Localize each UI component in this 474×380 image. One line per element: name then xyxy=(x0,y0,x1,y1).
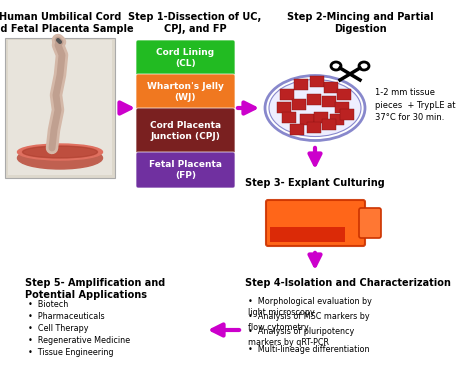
Text: •  Morphological evaluation by
light microscopy: • Morphological evaluation by light micr… xyxy=(248,297,372,317)
FancyBboxPatch shape xyxy=(300,114,314,125)
FancyBboxPatch shape xyxy=(5,38,115,178)
Text: Step 5- Amplification and
Potential Applications: Step 5- Amplification and Potential Appl… xyxy=(25,278,165,299)
FancyBboxPatch shape xyxy=(136,40,235,76)
FancyBboxPatch shape xyxy=(280,89,294,100)
FancyBboxPatch shape xyxy=(307,94,321,105)
Text: •  Analysis of MSC markers by
flow cytometry: • Analysis of MSC markers by flow cytome… xyxy=(248,312,370,332)
FancyBboxPatch shape xyxy=(270,227,345,242)
FancyBboxPatch shape xyxy=(324,82,338,93)
Text: Human Umbilical Cord
and Fetal Placenta Sample: Human Umbilical Cord and Fetal Placenta … xyxy=(0,12,133,33)
FancyBboxPatch shape xyxy=(290,124,304,135)
Ellipse shape xyxy=(22,146,98,158)
FancyBboxPatch shape xyxy=(337,89,351,100)
FancyBboxPatch shape xyxy=(136,74,235,110)
Text: Step 3- Explant Culturing: Step 3- Explant Culturing xyxy=(245,178,385,188)
FancyBboxPatch shape xyxy=(340,109,354,120)
Ellipse shape xyxy=(18,147,102,169)
Text: Wharton's Jelly
(WJ): Wharton's Jelly (WJ) xyxy=(147,82,224,102)
FancyBboxPatch shape xyxy=(359,208,381,238)
FancyBboxPatch shape xyxy=(136,108,235,154)
FancyBboxPatch shape xyxy=(322,119,336,130)
FancyBboxPatch shape xyxy=(136,152,235,188)
FancyBboxPatch shape xyxy=(330,114,344,125)
Ellipse shape xyxy=(269,79,361,136)
Text: Cord Placenta
Junction (CPJ): Cord Placenta Junction (CPJ) xyxy=(150,121,221,141)
FancyBboxPatch shape xyxy=(292,99,306,110)
FancyBboxPatch shape xyxy=(335,102,349,113)
FancyBboxPatch shape xyxy=(322,96,336,107)
Text: •  Biotech: • Biotech xyxy=(28,300,68,309)
Ellipse shape xyxy=(265,76,365,141)
Text: Step 4-Isolation and Characterization: Step 4-Isolation and Characterization xyxy=(245,278,451,288)
Text: •  Cell Therapy: • Cell Therapy xyxy=(28,324,89,333)
FancyBboxPatch shape xyxy=(307,122,321,133)
Text: •  Pharmaceuticals: • Pharmaceuticals xyxy=(28,312,105,321)
Text: Step 1-Dissection of UC,
CPJ, and FP: Step 1-Dissection of UC, CPJ, and FP xyxy=(128,12,262,33)
Text: Cord Lining
(CL): Cord Lining (CL) xyxy=(156,48,215,68)
Ellipse shape xyxy=(18,144,102,160)
Text: 1-2 mm tissue
pieces  + TrypLE at
37°C for 30 min.: 1-2 mm tissue pieces + TrypLE at 37°C fo… xyxy=(375,88,456,122)
FancyBboxPatch shape xyxy=(282,112,296,123)
Text: •  Multi-lineage differentiation: • Multi-lineage differentiation xyxy=(248,345,370,354)
Text: •  Analysis of pluripotency
markers by qRT-PCR: • Analysis of pluripotency markers by qR… xyxy=(248,327,354,347)
Text: •  Regenerative Medicine: • Regenerative Medicine xyxy=(28,336,130,345)
FancyBboxPatch shape xyxy=(314,112,328,123)
FancyBboxPatch shape xyxy=(8,40,112,175)
FancyBboxPatch shape xyxy=(310,76,324,87)
Text: •  Tissue Engineering: • Tissue Engineering xyxy=(28,348,113,357)
Text: Fetal Placenta
(FP): Fetal Placenta (FP) xyxy=(149,160,222,180)
FancyBboxPatch shape xyxy=(294,79,308,90)
Text: Step 2-Mincing and Partial
Digestion: Step 2-Mincing and Partial Digestion xyxy=(287,12,433,33)
FancyBboxPatch shape xyxy=(266,200,365,246)
FancyBboxPatch shape xyxy=(277,102,291,113)
